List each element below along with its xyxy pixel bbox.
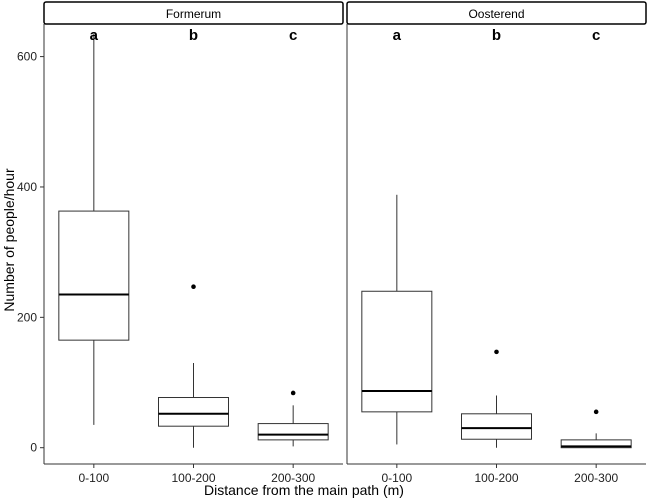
panel-formerum: Formerum a 0-100 b 100-200 c 200-300: [43, 1, 344, 485]
box-iqr: [58, 210, 130, 341]
panel-strip-label: Oosterend: [468, 7, 524, 21]
outlier-point: [191, 284, 196, 289]
x-tick-label: 200-300: [271, 471, 315, 485]
box-0-100: a 0-100: [361, 27, 433, 485]
y-tick-label: 400: [17, 180, 37, 194]
x-tick-label: 200-300: [574, 471, 618, 485]
significance-letter: c: [289, 27, 297, 44]
y-tick-label: 0: [30, 441, 37, 455]
significance-letter: c: [592, 27, 600, 44]
box-0-100: a 0-100: [58, 27, 130, 485]
box-100-200: b 100-200: [158, 27, 229, 485]
box-iqr: [158, 397, 229, 427]
x-tick-label: 100-200: [474, 471, 518, 485]
box-iqr: [560, 439, 632, 449]
outlier-point: [593, 409, 599, 415]
x-tick-label: 0-100: [78, 471, 109, 485]
box-iqr: [257, 423, 329, 441]
box-200-300: c 200-300: [257, 27, 329, 485]
significance-letter: a: [90, 27, 99, 44]
y-axis-title: Number of people/hour: [1, 168, 17, 312]
significance-letter: a: [393, 27, 402, 44]
significance-letter: b: [492, 27, 501, 44]
outlier-point: [494, 349, 499, 355]
box-iqr: [361, 290, 433, 413]
box-100-200: b 100-200: [461, 27, 532, 485]
panels: Formerum a 0-100 b 100-200 c 200-300 Oosterend a…: [43, 1, 647, 485]
panel-strip: [346, 1, 647, 25]
panel-oosterend: Oosterend a 0-100 b 100-200 c 200-300: [346, 1, 647, 485]
y-tick-label: 600: [17, 50, 37, 64]
box-iqr: [461, 413, 532, 440]
y-tick-label: 200: [17, 310, 37, 324]
x-axis-title: Distance from the main path (m): [204, 482, 404, 498]
x-tick-label: 100-200: [171, 471, 215, 485]
panel-strip-label: Formerum: [166, 7, 221, 21]
box-200-300: c 200-300: [560, 27, 632, 485]
x-tick-label: 0-100: [381, 471, 412, 485]
y-axis: 0 200 400 600: [17, 50, 44, 455]
outlier-point: [290, 390, 296, 396]
significance-letter: b: [189, 27, 198, 44]
panel-strip: [43, 1, 344, 25]
